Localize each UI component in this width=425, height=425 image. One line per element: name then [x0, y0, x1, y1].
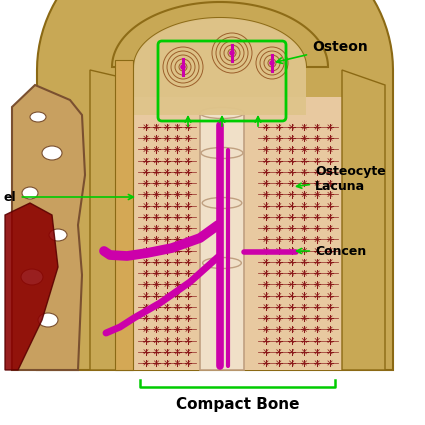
- Circle shape: [180, 64, 186, 70]
- Polygon shape: [12, 85, 85, 370]
- Ellipse shape: [22, 187, 38, 199]
- Ellipse shape: [30, 112, 46, 122]
- Ellipse shape: [202, 198, 242, 209]
- Circle shape: [229, 50, 235, 56]
- Polygon shape: [5, 203, 58, 370]
- Text: Concen: Concen: [297, 244, 366, 258]
- Bar: [200, 113, 244, 370]
- Ellipse shape: [200, 108, 244, 119]
- Polygon shape: [133, 97, 342, 370]
- Circle shape: [269, 60, 275, 66]
- Text: el: el: [4, 190, 133, 204]
- Ellipse shape: [201, 147, 243, 159]
- Text: Osteon: Osteon: [277, 40, 368, 63]
- Ellipse shape: [21, 269, 43, 285]
- Polygon shape: [112, 2, 328, 67]
- Polygon shape: [134, 18, 306, 115]
- Text: Osteocyte
Lacuna: Osteocyte Lacuna: [297, 165, 386, 193]
- Ellipse shape: [38, 313, 58, 327]
- Bar: [115, 60, 133, 370]
- Polygon shape: [37, 0, 393, 370]
- Ellipse shape: [49, 229, 67, 241]
- Ellipse shape: [203, 258, 241, 269]
- Polygon shape: [342, 70, 385, 370]
- Ellipse shape: [42, 146, 62, 160]
- Text: Compact Bone: Compact Bone: [176, 397, 299, 412]
- Polygon shape: [90, 70, 133, 370]
